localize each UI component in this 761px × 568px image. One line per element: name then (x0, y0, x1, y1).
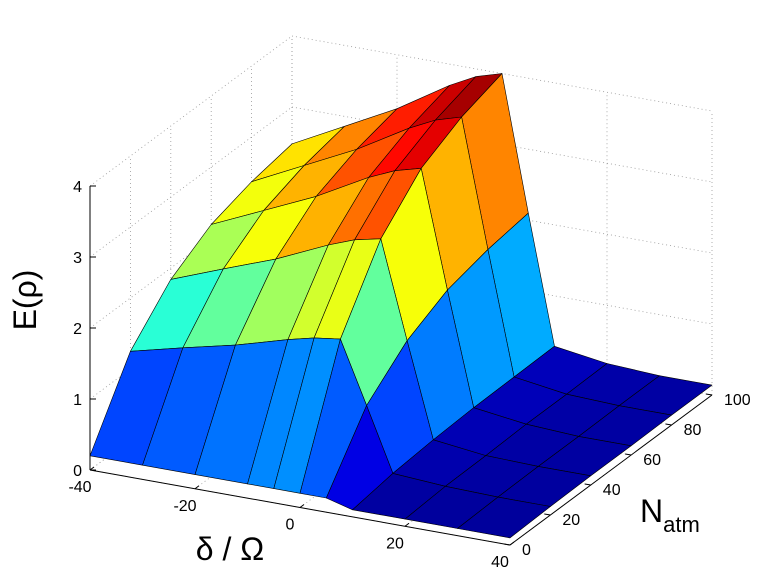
y-tick (584, 483, 591, 486)
x-tick (194, 485, 200, 490)
axis-line (509, 394, 713, 546)
z-tick-label: 2 (73, 321, 82, 338)
z-tick-label: 3 (73, 250, 82, 267)
x-tick-label: -20 (173, 498, 196, 515)
y-tick (503, 543, 511, 546)
y-axis-label-main: N (640, 493, 663, 529)
x-tick-label: -40 (68, 479, 91, 496)
x-tick (89, 466, 95, 471)
z-tick-label: 0 (73, 463, 82, 480)
y-tick-label: 80 (684, 422, 702, 439)
y-tick-label: 60 (643, 452, 661, 469)
y-tick-label: 20 (562, 512, 580, 529)
y-axis-label-subscript: atm (663, 512, 700, 537)
z-axis-label: E(ρ) (7, 270, 43, 331)
x-tick-label: 40 (491, 554, 509, 568)
y-tick-label: 100 (724, 392, 751, 409)
grid-line (89, 35, 293, 187)
x-tick (299, 504, 305, 508)
y-axis-label: Natm (640, 493, 700, 537)
y-tick (705, 393, 713, 396)
z-tick-label: 1 (73, 392, 82, 409)
y-tick-label: 0 (522, 542, 531, 559)
x-tick (509, 541, 515, 546)
y-tick (665, 423, 672, 426)
x-tick-label: 20 (386, 535, 404, 552)
y-tick (625, 453, 632, 456)
surface-patch (457, 496, 551, 539)
surface (89, 73, 713, 539)
x-tick-label: 0 (286, 517, 295, 534)
y-tick-label: 40 (603, 482, 621, 499)
y-tick (544, 513, 551, 516)
x-tick (404, 522, 410, 527)
z-tick-label: 4 (73, 179, 82, 196)
x-axis-label: δ / Ω (196, 531, 264, 567)
